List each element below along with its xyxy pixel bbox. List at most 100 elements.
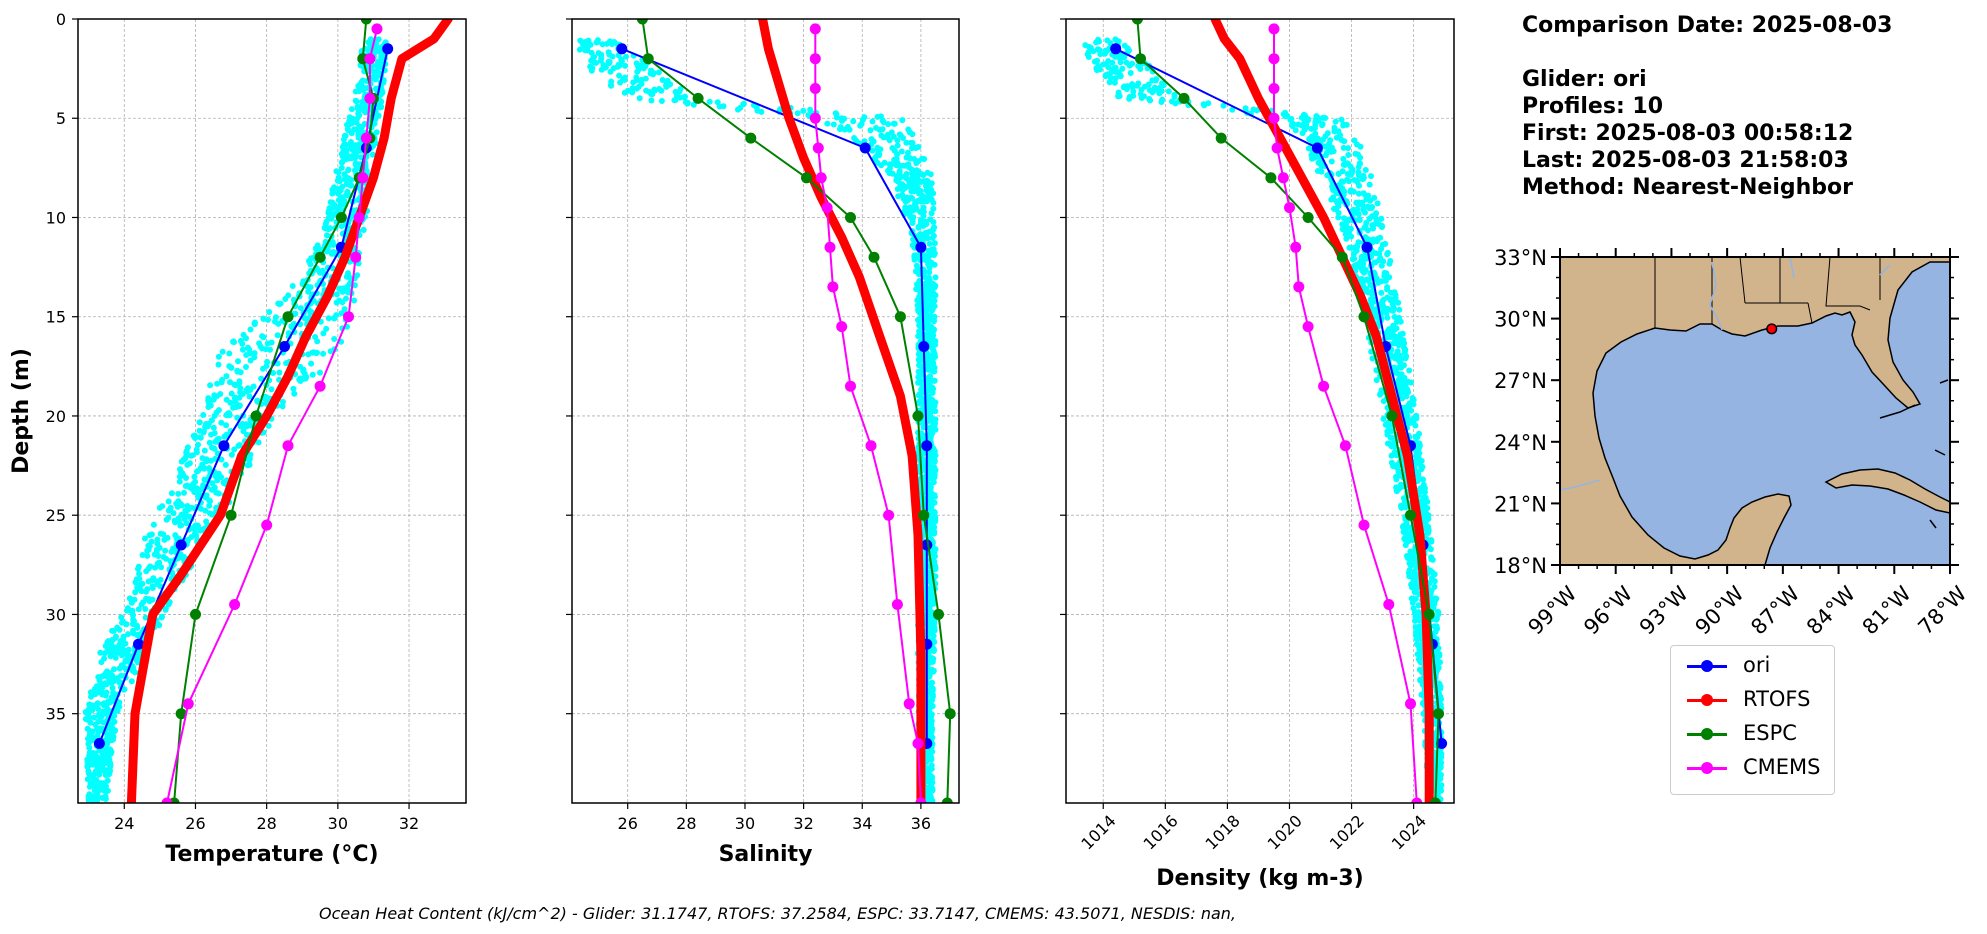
glider-scatter-point (359, 77, 366, 84)
series-marker-cmems (809, 23, 821, 35)
glider-scatter-point (926, 755, 933, 762)
glider-scatter-point (1391, 314, 1398, 320)
glider-scatter-point (677, 94, 683, 101)
glider-scatter-point (194, 468, 200, 475)
glider-scatter-point (195, 441, 201, 448)
glider-scatter-point (134, 624, 141, 631)
series-marker-espc (1386, 410, 1398, 422)
glider-scatter-point (1340, 144, 1347, 151)
glider-scatter-point (211, 412, 218, 419)
glider-scatter-point (170, 510, 177, 517)
glider-scatter-point (162, 606, 169, 613)
glider-scatter-point (328, 249, 335, 256)
series-marker-cmems (812, 142, 824, 154)
glider-scatter-point (716, 103, 723, 110)
glider-scatter-point (1320, 114, 1327, 121)
glider-scatter-point (107, 763, 114, 770)
glider-scatter-point (896, 169, 903, 176)
glider-scatter-point (1435, 611, 1442, 618)
glider-scatter-point (1401, 340, 1408, 347)
glider-scatter-point (927, 216, 934, 223)
glider-scatter-point (667, 81, 674, 88)
y-tick-label: 20 (46, 407, 66, 426)
glider-scatter-point (108, 679, 115, 686)
glider-scatter-point (266, 309, 273, 315)
x-tick-label: 32 (399, 814, 419, 833)
glider-scatter-point (927, 424, 934, 431)
glider-scatter-point (1371, 259, 1378, 266)
series-marker-cmems (1284, 202, 1295, 214)
glider-scatter-point (925, 769, 932, 775)
glider-scatter-point (1308, 125, 1315, 132)
glider-scatter-point (156, 544, 163, 551)
map-lat-label: 30°N (1494, 308, 1547, 332)
series-marker-cmems (1268, 23, 1280, 35)
glider-scatter-point (1328, 158, 1335, 165)
glider-scatter-point (918, 178, 925, 185)
glider-scatter-point (1091, 58, 1098, 65)
glider-scatter-point (310, 349, 317, 356)
glider-scatter-point (1302, 117, 1309, 124)
glider-scatter-point (926, 604, 933, 611)
glider-scatter-point (1201, 102, 1208, 109)
glider-scatter-point (1393, 365, 1400, 372)
glider-scatter-point (276, 369, 283, 376)
glider-scatter-point (916, 370, 923, 377)
glider-scatter-point (215, 490, 222, 497)
glider-scatter-point (1390, 322, 1397, 329)
glider-scatter-point (1420, 500, 1427, 506)
glider-scatter-point (279, 398, 286, 405)
glider-scatter-point (932, 399, 939, 406)
glider-scatter-point (875, 147, 882, 153)
glider-scatter-point (690, 101, 697, 108)
glider-scatter-point (658, 98, 665, 104)
glider-scatter-point (1348, 168, 1355, 175)
glider-scatter-point (1434, 653, 1441, 660)
glider-scatter-point (251, 350, 258, 357)
glider-scatter-point (198, 505, 204, 512)
glider-scatter-point (145, 565, 152, 572)
series-marker-cmems (1318, 380, 1330, 392)
glider-scatter-point (636, 95, 643, 102)
glider-scatter-point (1229, 106, 1236, 113)
glider-scatter-point (93, 701, 100, 708)
glider-scatter-point (931, 364, 938, 371)
series-marker-cmems (1268, 112, 1280, 124)
glider-scatter-point (1384, 314, 1391, 321)
x-axis-label: Salinity (719, 842, 813, 867)
glider-scatter-point (274, 332, 281, 339)
glider-scatter-point (1299, 130, 1306, 137)
glider-scatter-point (245, 456, 252, 463)
y-tick-label: 5 (56, 109, 66, 128)
series-marker-espc (745, 132, 757, 144)
series-marker-cmems (815, 172, 827, 184)
glider-scatter-point (672, 88, 679, 95)
glider-scatter-point (824, 120, 831, 127)
glider-scatter-point (124, 607, 131, 614)
x-tick-label: 30 (328, 814, 348, 833)
glider-scatter-point (101, 655, 108, 662)
glider-scatter-point (130, 612, 136, 619)
glider-scatter-point (135, 565, 141, 572)
glider-scatter-point (87, 719, 94, 726)
glider-scatter-point (236, 442, 243, 448)
glider-scatter-point (1368, 296, 1375, 303)
glider-scatter-point (1394, 463, 1401, 470)
glider-scatter-point (1432, 595, 1439, 602)
glider-scatter-point (341, 171, 348, 178)
glider-scatter-point (167, 504, 174, 511)
map-frame (1559, 256, 1951, 566)
glider-scatter-point (1421, 494, 1428, 501)
glider-scatter-point (1396, 306, 1403, 313)
glider-scatter-point (193, 532, 200, 539)
glider-scatter-point (927, 520, 934, 527)
glider-scatter-point (86, 791, 93, 798)
y-tick-label: 10 (46, 208, 66, 227)
glider-scatter-point (325, 215, 332, 222)
glider-scatter-point (344, 289, 351, 296)
series-marker-espc (918, 509, 930, 521)
glider-scatter-point (325, 315, 332, 322)
glider-scatter-point (1416, 450, 1423, 457)
glider-scatter-point (910, 184, 917, 191)
glider-scatter-point (927, 303, 934, 310)
